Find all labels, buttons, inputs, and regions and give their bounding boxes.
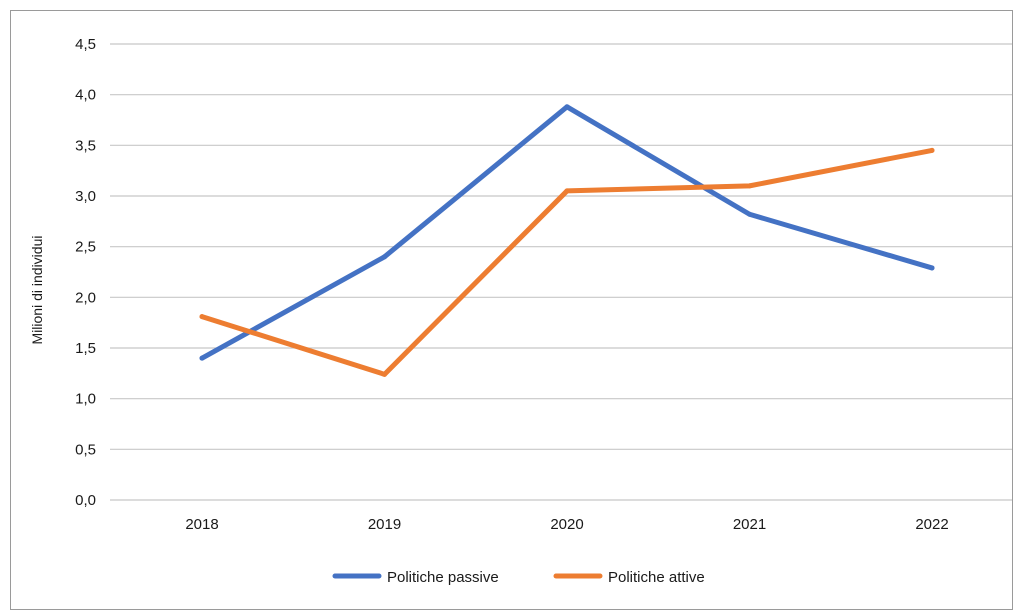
x-axis-ticks: 2018 2019 2020 2021 2022 (185, 516, 948, 533)
y-tick-label: 4,5 (75, 36, 96, 53)
data-point (199, 314, 205, 320)
data-point (747, 211, 752, 217)
y-tick-label: 1,5 (75, 340, 96, 357)
y-tick-label: 1,0 (75, 391, 96, 408)
y-tick-label: 4,0 (75, 87, 96, 104)
line-chart: 0,00,51,01,52,02,53,03,54,04,5 2018 2019 2… (29, 36, 1012, 586)
x-tick-label: 2020 (550, 516, 583, 533)
y-tick-label: 0,5 (75, 441, 96, 458)
y-axis-ticks: 0,0 0,5 1,0 1,5 2,0 2,5 3,0 3,5 4,0 4,5 (75, 36, 96, 509)
data-point (564, 104, 570, 110)
legend-label: Politiche passive (387, 569, 499, 586)
y-tick-label: 3,5 (75, 137, 96, 154)
legend: Politiche passive Politiche attive (332, 569, 705, 586)
x-tick-label: 2019 (368, 516, 401, 533)
y-tick-label: 2,5 (75, 239, 96, 256)
legend-label: Politiche attive (608, 569, 705, 586)
series-line (199, 147, 935, 377)
data-point (382, 254, 387, 260)
y-tick-label: 0,0 (75, 492, 96, 509)
data-point (747, 183, 752, 189)
x-tick-label: 2021 (733, 516, 766, 533)
data-point (564, 188, 570, 194)
x-tick-label: 2022 (915, 516, 948, 533)
data-point (929, 265, 935, 271)
data-point (199, 355, 205, 361)
data-point (382, 371, 387, 377)
gridlines (110, 43, 1012, 501)
series-line (199, 104, 935, 361)
data-point (929, 147, 935, 153)
y-axis-label: Milioni di individui (29, 236, 45, 345)
series-lines (199, 104, 935, 377)
y-tick-label: 2,0 (75, 289, 96, 306)
x-tick-label: 2018 (185, 516, 218, 533)
y-tick-label: 3,0 (75, 188, 96, 205)
